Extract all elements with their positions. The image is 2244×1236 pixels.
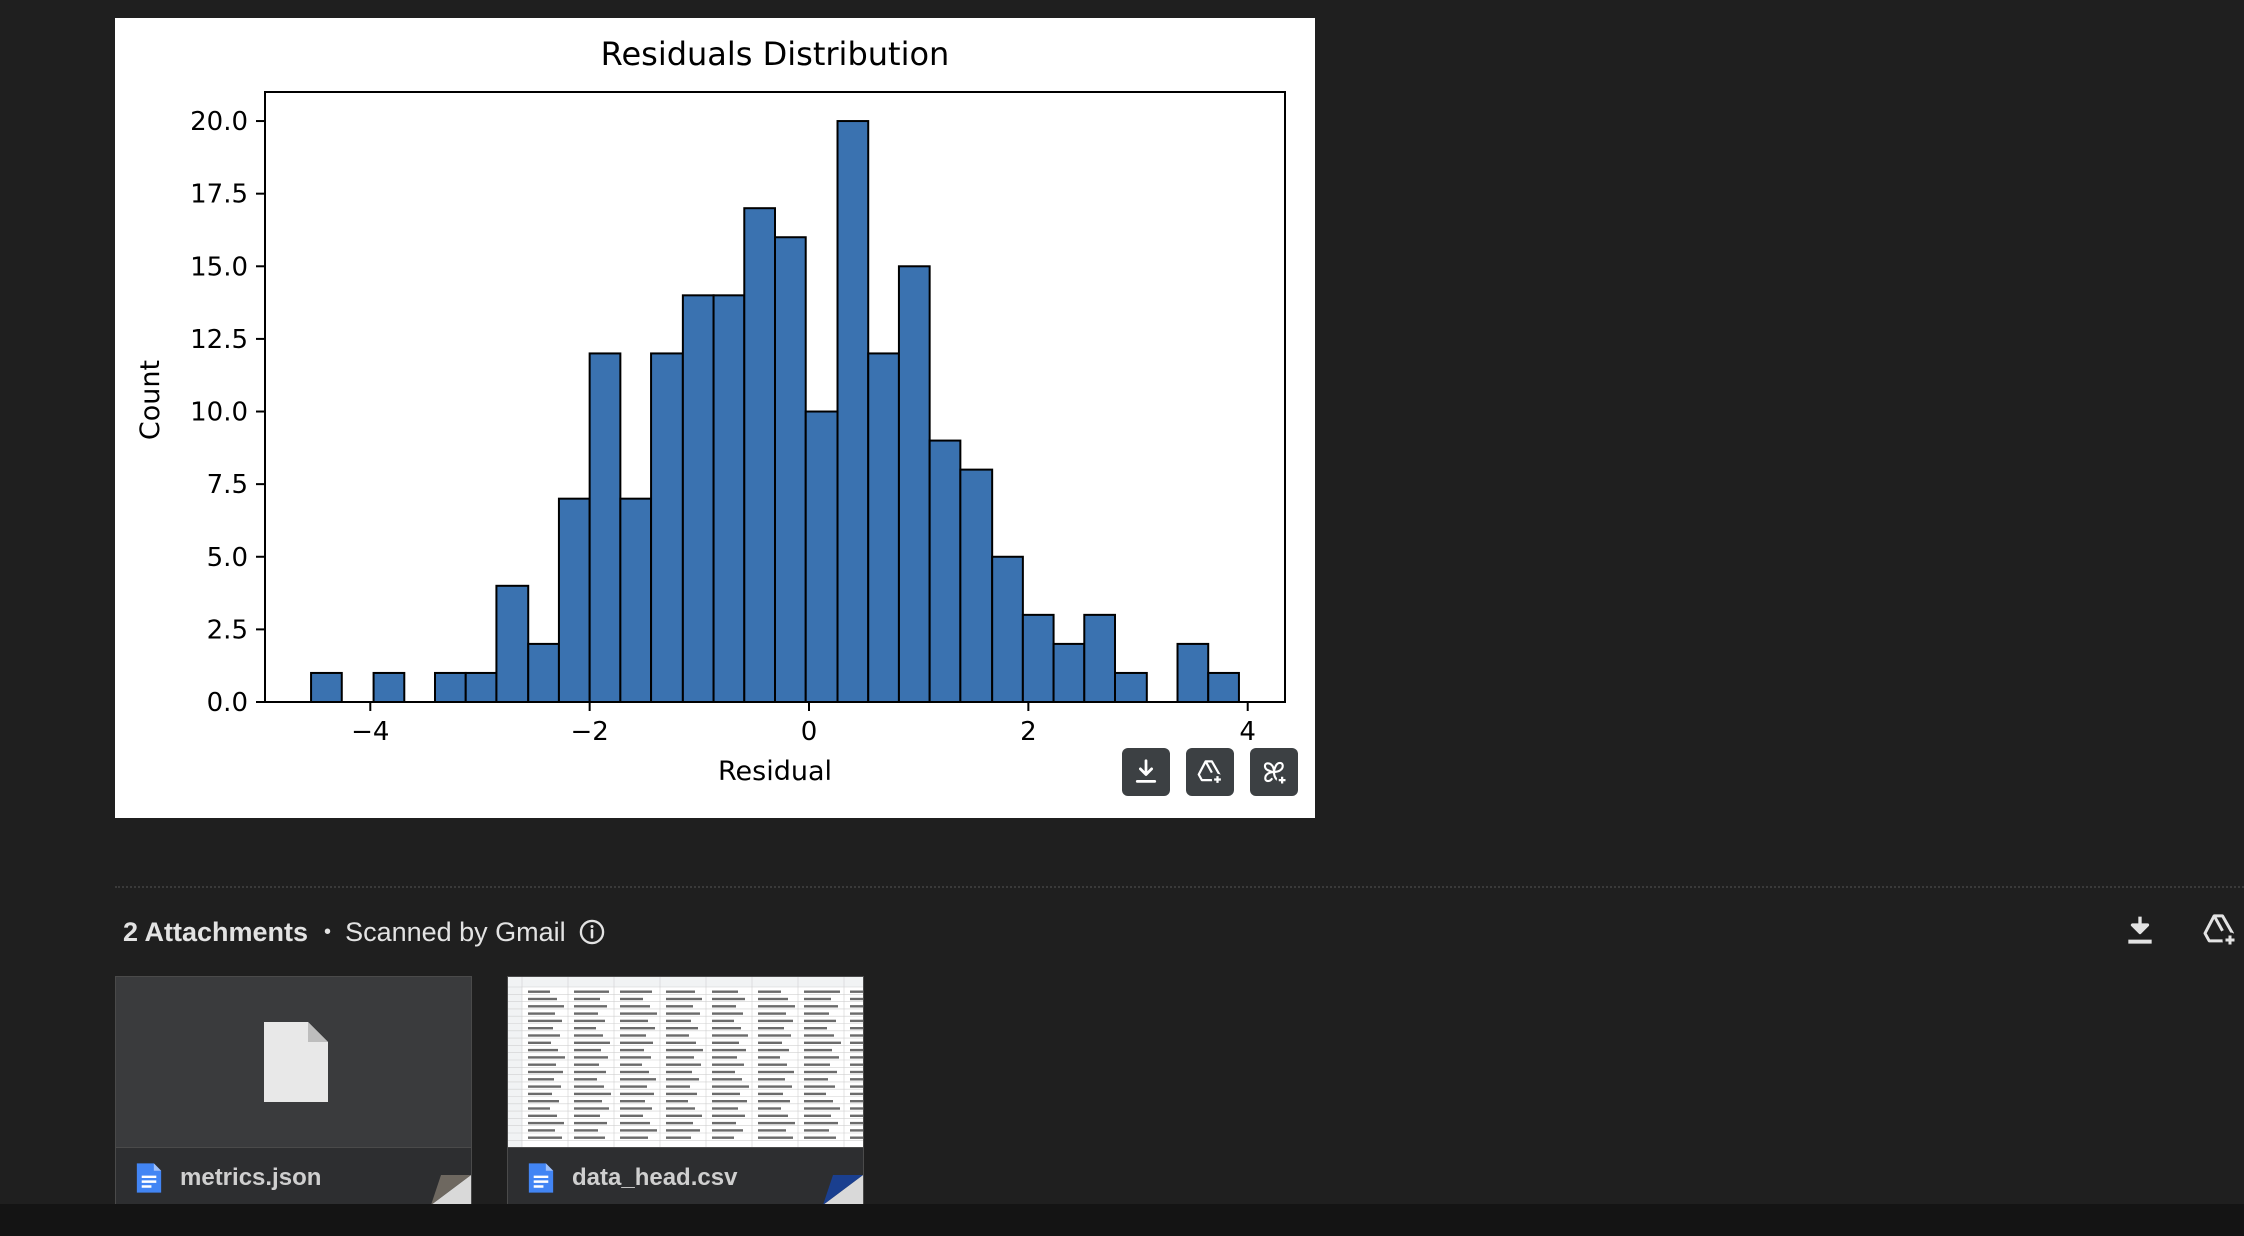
x-axis-label: Residual [718,756,832,787]
add-to-drive-button[interactable] [1186,748,1234,796]
histogram-bar [959,468,994,703]
histogram-bar [527,642,560,704]
histogram-bar [712,294,746,703]
y-axis-label: Count [135,360,166,440]
histogram-bar [928,439,962,703]
attachment-footer: data_head.csv [508,1147,863,1205]
histogram-bar [1083,613,1117,703]
histogram-bar [1176,642,1210,704]
histogram-bar [804,410,839,703]
bottom-strip [0,1204,2244,1236]
bars-group [310,120,1240,704]
attachment-card-metrics[interactable]: metrics.json [115,976,472,1206]
attachment-thumbnail [508,977,863,1147]
section-divider [115,886,2244,888]
download-icon [1135,759,1157,783]
separator-dot: • [324,920,332,943]
histogram-bar [650,352,684,703]
chart-title: Residuals Distribution [601,35,950,73]
add-to-photos-icon [1263,761,1288,786]
y-tick-label: 2.5 [207,615,248,645]
histogram-bar [681,294,715,703]
attachment-footer: metrics.json [116,1147,471,1205]
histogram-bar [1052,642,1086,704]
info-icon[interactable] [578,918,606,946]
attachment-name: metrics.json [180,1164,322,1191]
y-tick-label: 0.0 [207,688,248,718]
attachments-count: 2 Attachments [123,916,309,947]
add-to-photos-button[interactable] [1250,748,1298,796]
histogram-bar [310,671,343,704]
histogram-bar [867,352,900,703]
x-tick-label: 4 [1239,717,1256,747]
histogram-bar [464,671,498,704]
download-all-button[interactable] [2120,910,2160,950]
x-tick-label: −4 [351,717,389,747]
y-tick-label: 5.0 [207,543,248,573]
y-tick-label: 7.5 [207,470,248,500]
histogram-bar [743,207,777,703]
histogram-bar [495,584,530,703]
y-tick-label: 15.0 [190,252,248,282]
spreadsheet-preview [508,977,863,1147]
fold-corner [823,1175,863,1205]
attachment-card-data-head[interactable]: data_head.csv [507,976,864,1206]
fold-corner [431,1175,471,1205]
histogram-bar [588,352,622,703]
residuals-chart: Residuals Distribution −4 −2 0 2 4 0.0 2.5 5.0 7… [135,35,1286,787]
y-tick-label: 12.5 [190,325,248,355]
histogram-bar [557,497,591,703]
add-to-drive-icon [1197,760,1224,786]
histogram-bar [1021,613,1055,703]
histogram-bar [1114,671,1148,704]
attachment-name: data_head.csv [572,1164,738,1191]
generic-file-icon [264,1022,328,1102]
scanned-label: Scanned by Gmail [345,916,566,947]
y-tick-label: 17.5 [190,180,248,210]
y-tick-label: 20.0 [190,107,248,137]
histogram-bar [897,265,931,704]
google-docs-icon [528,1163,554,1193]
plot-frame [264,91,1286,703]
download-icon [2128,916,2152,944]
chart-image: Residuals Distribution −4 −2 0 2 4 0.0 2.5 5.0 7… [115,18,1315,818]
axes-group: −4 −2 0 2 4 0.0 2.5 5.0 7.5 10.0 12.5 15.0 17.5 20.0 [190,91,1286,747]
x-tick-label: 0 [801,717,818,747]
histogram-bar [372,671,406,704]
x-tick-label: −2 [570,717,608,747]
google-docs-icon [136,1163,162,1193]
histogram-bar [774,236,807,703]
attachment-thumbnail [116,977,471,1147]
histogram-bar [1207,671,1240,704]
add-to-drive-icon [2203,914,2238,948]
histogram-bar [434,671,467,704]
histogram-bar [991,555,1024,703]
x-tick-label: 2 [1020,717,1037,747]
y-tick-label: 10.0 [190,398,248,428]
download-image-button[interactable] [1122,748,1170,796]
histogram-bar [619,497,653,703]
attachments-header: 2 Attachments • Scanned by Gmail [123,912,606,952]
save-all-to-drive-button[interactable] [2200,910,2240,950]
histogram-bar [836,120,870,704]
